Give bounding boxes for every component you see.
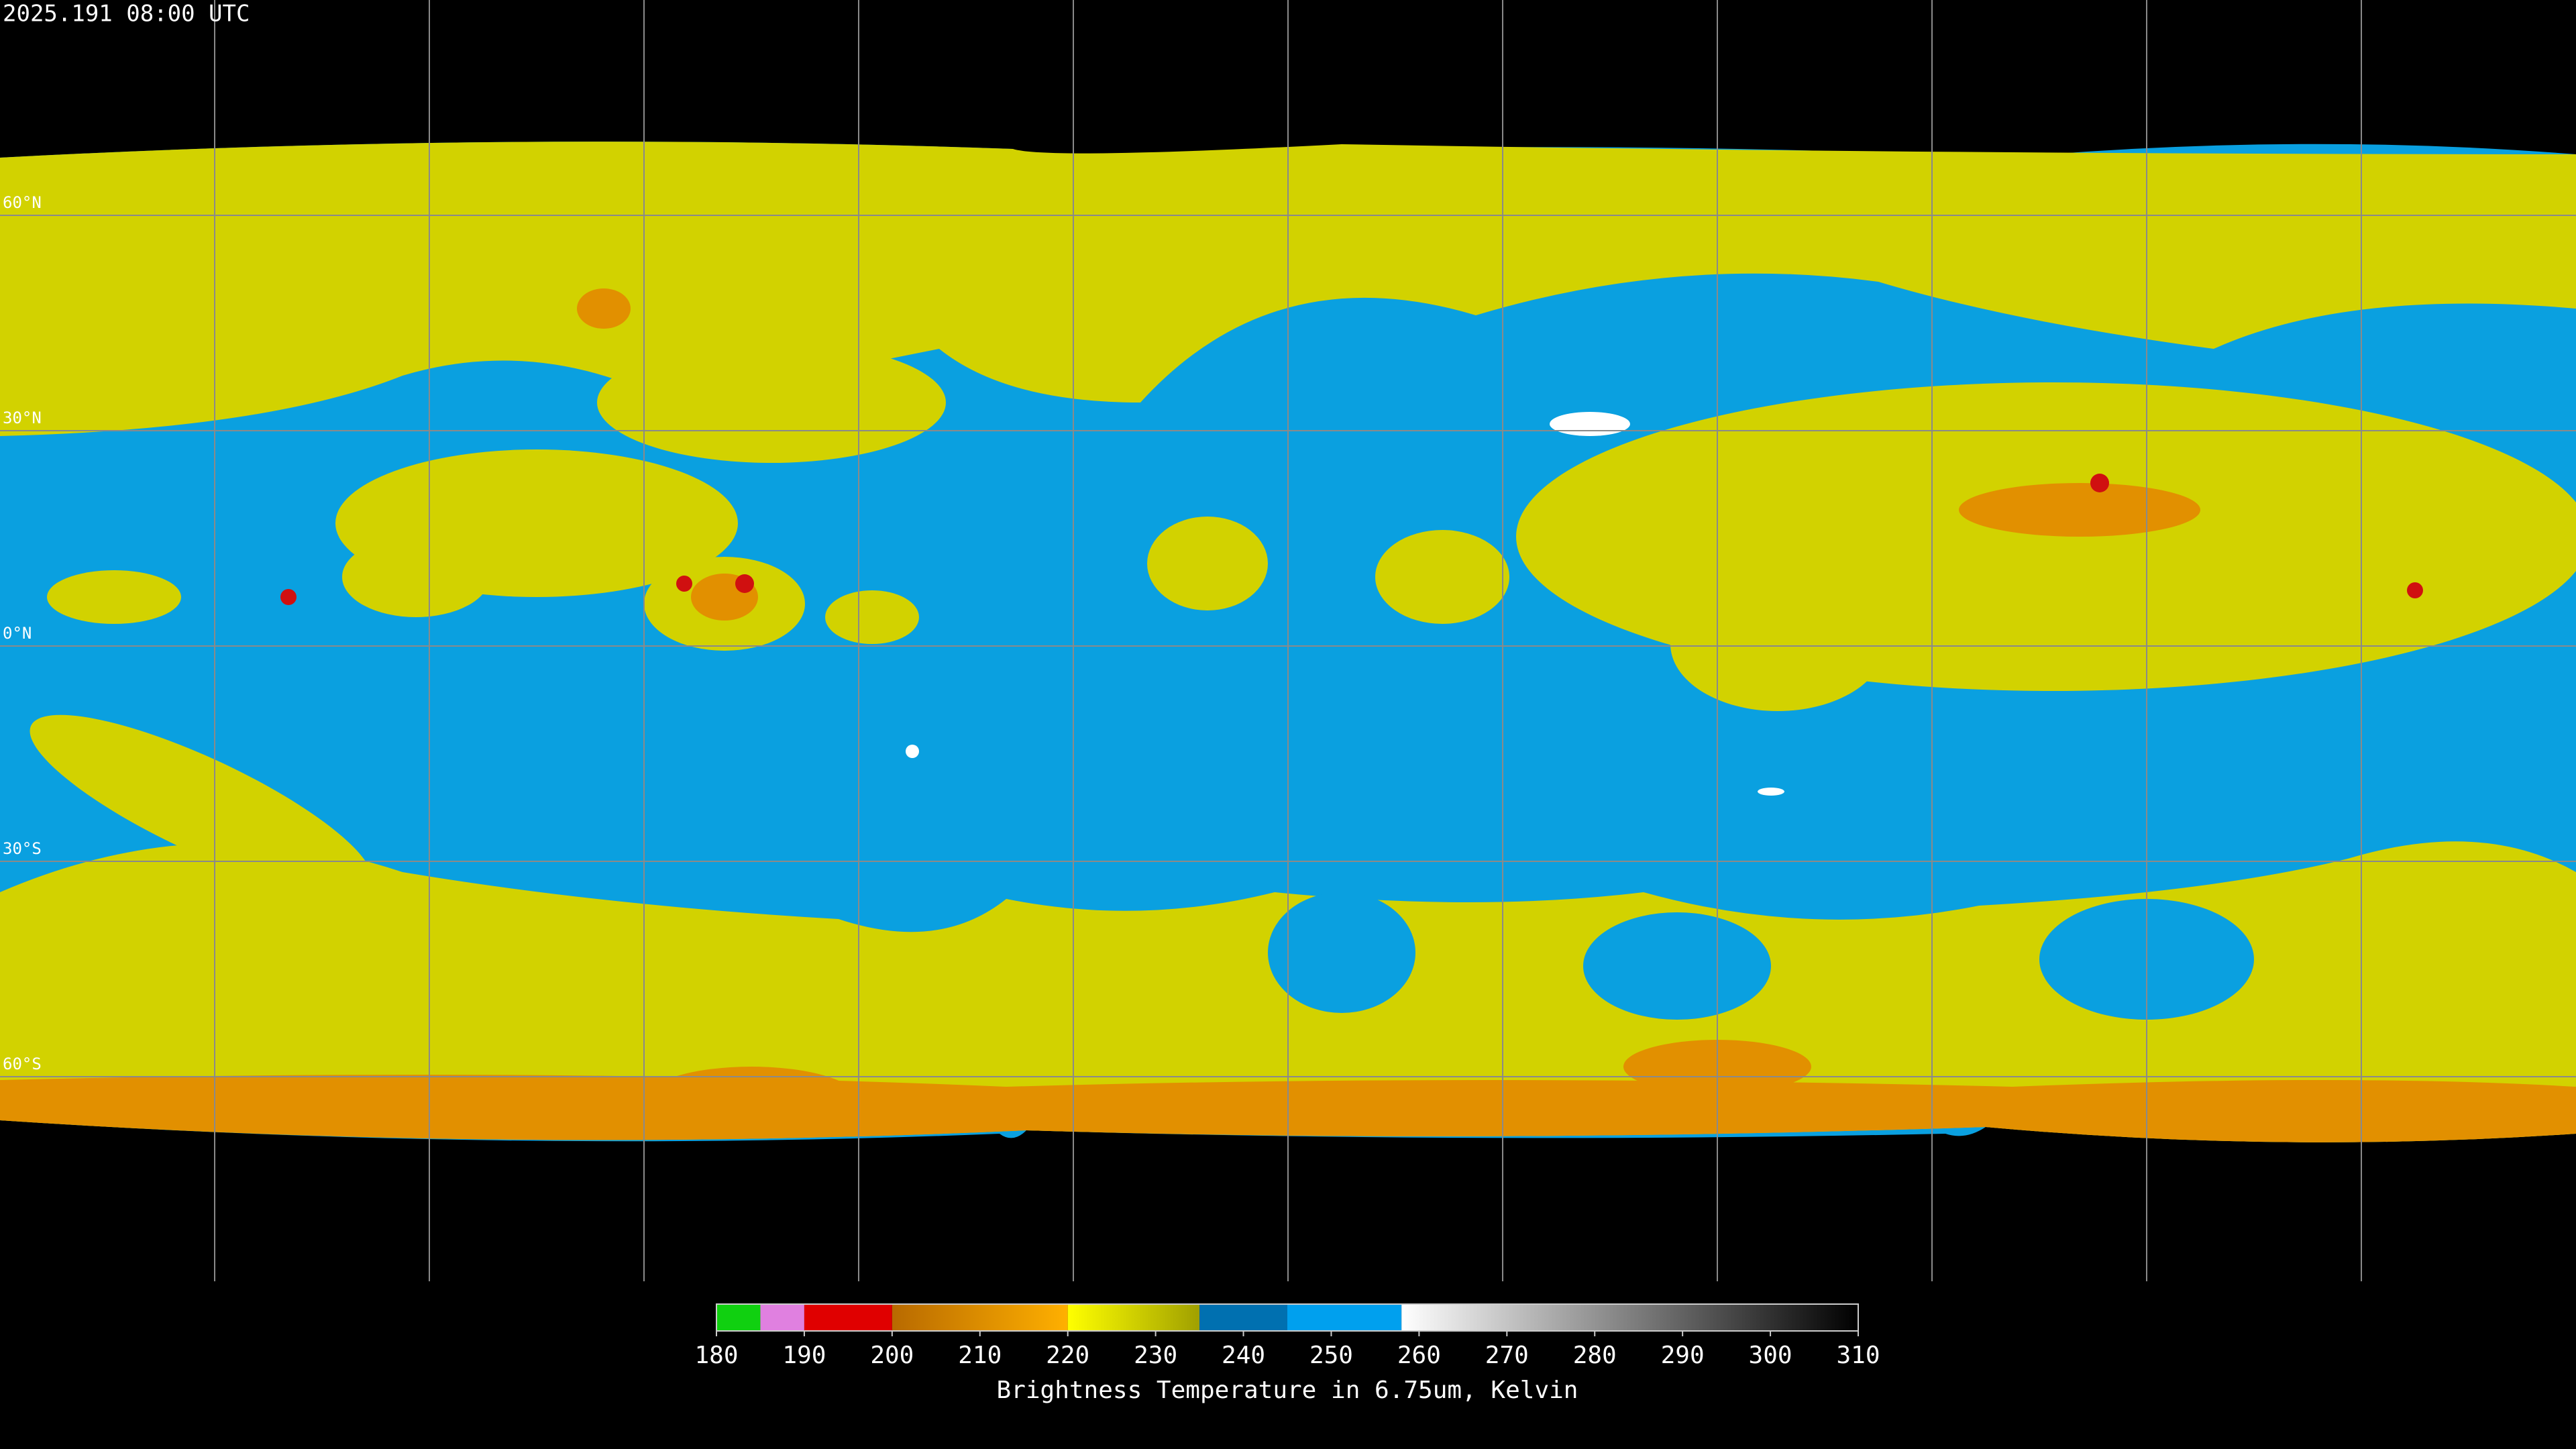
colorbar-segment [1287, 1304, 1402, 1331]
colorbar-segment [1199, 1304, 1287, 1331]
latitude-label: 30°N [3, 409, 42, 427]
colorbar-segment [1067, 1304, 1200, 1331]
colorbar-tick-label: 200 [870, 1342, 914, 1369]
colorbar-segment [804, 1304, 892, 1331]
colorbar-tick-label: 190 [782, 1342, 826, 1369]
colorbar-segment [716, 1304, 761, 1331]
colorbar-tick-label: 210 [958, 1342, 1002, 1369]
colorbar-tick-label: 270 [1485, 1342, 1529, 1369]
latitude-label: 0°N [3, 624, 32, 643]
colorbar-tick-label: 230 [1134, 1342, 1177, 1369]
latitude-label: 60°N [3, 193, 42, 212]
colorbar-tick-label: 310 [1836, 1342, 1880, 1369]
colorbar-segment [1401, 1304, 1858, 1331]
colorbar-label: Brightness Temperature in 6.75um, Kelvin [997, 1377, 1578, 1404]
latitude-label: 30°S [3, 839, 42, 858]
colorbar-tick-label: 300 [1749, 1342, 1792, 1369]
colorbar: 180 190 200 210 220 230 240 250 260 270 280 290 300 3… [694, 1303, 1880, 1369]
graticule [0, 0, 2576, 1281]
colorbar-tick-label: 180 [694, 1342, 738, 1369]
colorbar-tick-label: 290 [1661, 1342, 1705, 1369]
colorbar-tick-label: 250 [1309, 1342, 1353, 1369]
colorbar-tick-label: 280 [1573, 1342, 1617, 1369]
colorbar-tick-label: 220 [1046, 1342, 1089, 1369]
colorbar-frame [716, 1303, 1859, 1332]
latitude-labels: 60°N 30°N 0°N 30°S 60°S [3, 193, 42, 1073]
latitude-label: 60°S [3, 1055, 42, 1073]
colorbar-tick-label: 260 [1397, 1342, 1441, 1369]
timestamp: 2025.191 08:00 UTC [3, 1, 250, 28]
colorbar-tick-label: 240 [1222, 1342, 1265, 1369]
colorbar-segment [760, 1304, 804, 1331]
colorbar-segment [892, 1304, 1068, 1331]
